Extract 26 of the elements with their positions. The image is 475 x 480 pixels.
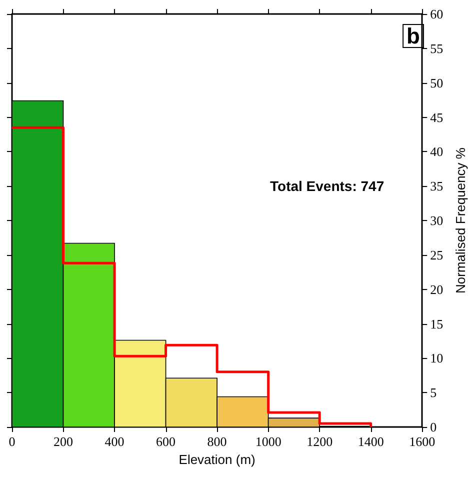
x-tick-label: 0 (8, 434, 16, 449)
y-tick-label: 0 (430, 420, 437, 434)
x-tick-label: 1000 (255, 434, 282, 449)
x-tick-label: 400 (104, 434, 124, 449)
y-tick-label: 35 (430, 178, 444, 194)
y-tick-label: 55 (430, 40, 444, 56)
y-tick-label: 15 (430, 316, 444, 332)
y-tick-label: 20 (430, 282, 444, 297)
y-tick-label: 40 (430, 144, 444, 160)
y-tick-label: 25 (430, 247, 444, 262)
x-tick-label: 1200 (306, 434, 333, 449)
x-tick-label: 1600 (409, 434, 436, 449)
x-tick-label: 600 (156, 434, 176, 449)
y-tick-label: 60 (430, 6, 444, 22)
y-tick-label: 50 (430, 75, 444, 90)
x-tick-label: 200 (54, 434, 74, 449)
x-axis-title: Elevation (m) (178, 452, 256, 467)
annotation: b (406, 24, 420, 48)
y-tick-label: 30 (430, 213, 444, 228)
x-tick-label: 1400 (358, 434, 384, 449)
y-tick-label: 45 (430, 110, 444, 125)
x-tick-label: 800 (207, 434, 227, 449)
y-tick-label: 10 (430, 350, 444, 366)
y-axis-title: Normalised Frequency % (453, 147, 468, 294)
annotation: Total Events: 747 (270, 178, 384, 194)
y-tick-label: 5 (430, 385, 437, 400)
